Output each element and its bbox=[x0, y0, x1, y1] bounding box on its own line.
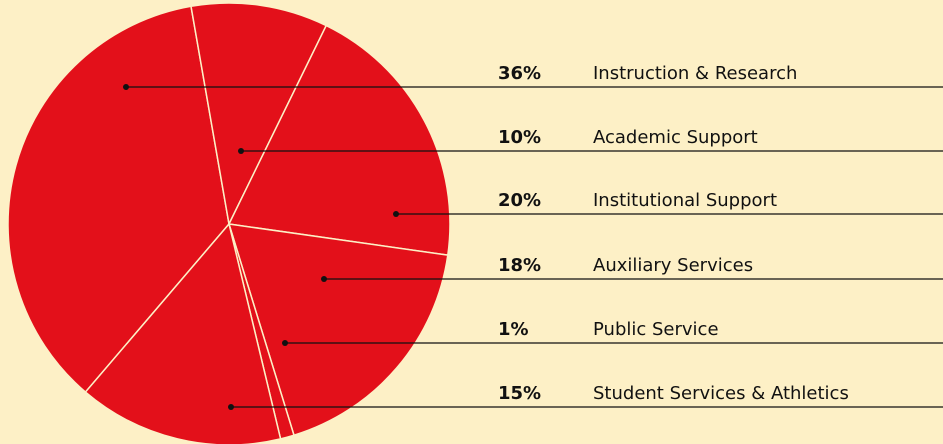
category-label: Academic Support bbox=[593, 127, 758, 148]
legend: 36% Instruction & Research 10% Academic Sup… bbox=[123, 63, 943, 410]
percent-label: 15% bbox=[498, 383, 541, 404]
category-label: Student Services & Athletics bbox=[593, 383, 849, 404]
pie-slice bbox=[84, 222, 282, 444]
category-label: Institutional Support bbox=[593, 190, 777, 211]
percent-label: 18% bbox=[498, 255, 541, 276]
category-label: Instruction & Research bbox=[593, 63, 797, 84]
pie bbox=[7, 2, 451, 444]
leader-dot bbox=[282, 340, 288, 346]
percent-label: 20% bbox=[498, 190, 541, 211]
pie-slice bbox=[227, 24, 451, 256]
leader-dot bbox=[393, 211, 399, 217]
pie-slice bbox=[190, 2, 328, 227]
leader-dot bbox=[228, 404, 234, 410]
leader-dot bbox=[123, 84, 129, 90]
pie-slice bbox=[227, 223, 449, 437]
category-label: Public Service bbox=[593, 319, 719, 340]
pie-slice bbox=[7, 5, 230, 394]
leader-dot bbox=[238, 148, 244, 154]
percent-label: 1% bbox=[498, 319, 529, 340]
leader-dot bbox=[321, 276, 327, 282]
percent-label: 36% bbox=[498, 63, 541, 84]
percent-label: 10% bbox=[498, 127, 541, 148]
category-label: Auxiliary Services bbox=[593, 255, 753, 276]
